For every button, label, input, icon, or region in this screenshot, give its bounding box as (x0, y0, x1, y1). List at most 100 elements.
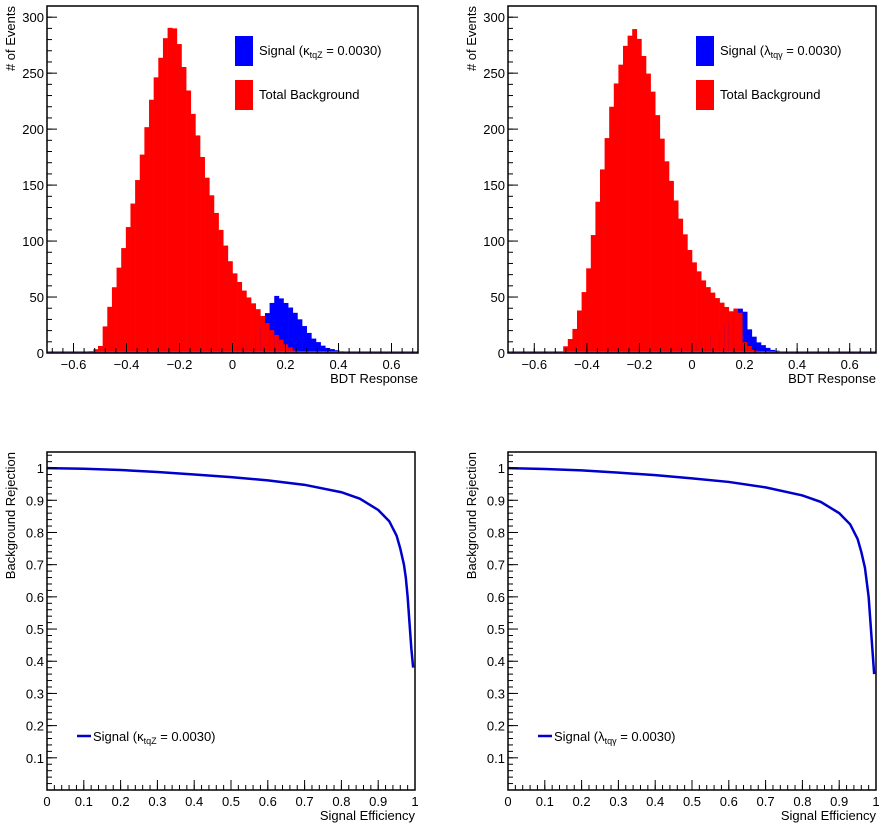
y-tick-label: 200 (22, 122, 44, 137)
legend-value: = 0.0030) (783, 43, 842, 58)
y-tick-label: 0.5 (487, 622, 505, 637)
y-tick-label: 100 (22, 234, 44, 249)
background-bin (135, 180, 141, 353)
panel-bottom-left: Signal (κtqZ = 0.0030)0 0.1 0.2 0.3 0.4 0.5 0.… (3, 451, 419, 823)
signal-bin (747, 329, 753, 353)
legend-name: Signal ( (259, 43, 304, 58)
y-tick-label: 0 (498, 346, 505, 361)
signal-bin (288, 307, 294, 353)
background-bin (604, 138, 610, 353)
x-tick-label: 0 (688, 357, 695, 372)
y-tick-label: 300 (483, 10, 505, 25)
plot-area (508, 29, 876, 354)
roc-curve (507, 466, 876, 675)
background-bin (646, 73, 651, 353)
background-bin (255, 309, 261, 353)
x-axis-label: Signal Efficiency (320, 808, 416, 823)
background-bin (223, 245, 229, 353)
background-bin (149, 99, 154, 353)
background-bin (107, 306, 113, 353)
x-tick-label: −0.4 (574, 357, 600, 372)
background-bin (237, 281, 243, 353)
x-tick-label: 0.9 (369, 794, 387, 809)
background-bin (125, 227, 131, 353)
y-axis-label: Background Rejection (464, 452, 479, 579)
background-bin (111, 287, 117, 353)
background-bin (577, 310, 582, 353)
background-bin (167, 27, 173, 353)
signal-bin (278, 298, 284, 353)
x-axis-label: Signal Efficiency (781, 808, 877, 823)
legend-symbol: κ (137, 729, 144, 744)
y-tick-label: 0.7 (487, 558, 505, 573)
background-bin (641, 55, 647, 354)
panel-bottom-right: Signal (λtqγ = 0.0030)0 0.1 0.2 0.3 0.4 0.5 0.… (464, 451, 880, 823)
y-tick-label: 250 (483, 66, 505, 81)
background-bin (581, 292, 587, 353)
background-bin (288, 347, 294, 353)
background-bin (195, 135, 201, 353)
panel-top-right: Signal (λtqγ = 0.0030) Total Background −0… (464, 5, 877, 386)
x-tick-label: 0.3 (148, 794, 166, 809)
y-tick-label: 0.8 (487, 525, 505, 540)
background-bin (278, 339, 284, 353)
y-tick-label: 0.5 (26, 622, 44, 637)
background-bin (627, 35, 633, 353)
x-tick-label: 0.4 (788, 357, 806, 372)
legend: Signal (λtqγ = 0.0030) Total Background (696, 36, 842, 110)
y-tick-label: 0.4 (487, 654, 505, 669)
x-tick-label: 0.4 (329, 357, 347, 372)
x-tick-label: 0.7 (757, 794, 775, 809)
x-tick-label: 1 (872, 794, 879, 809)
background-bin (650, 91, 656, 353)
y-tick-label: 0.7 (26, 558, 44, 573)
background-bin (260, 316, 266, 353)
plot-area (47, 27, 418, 354)
signal-bin (329, 349, 335, 353)
background-bin (678, 218, 684, 353)
histogram-bins (88, 27, 359, 354)
y-tick-label: 50 (30, 290, 44, 305)
background-bin (623, 45, 628, 354)
legend-label: Signal (κtqZ = 0.0030) (93, 729, 216, 746)
background-bin (600, 169, 605, 353)
signal-bin (297, 319, 303, 353)
y-tick-label: 0.2 (26, 719, 44, 734)
x-tick-label: −0.4 (114, 357, 140, 372)
x-tick-label: 0.9 (830, 794, 848, 809)
background-bin (227, 261, 233, 353)
x-tick-label: 0.6 (382, 357, 400, 372)
legend-value: = 0.0030) (323, 43, 382, 58)
background-bin (609, 106, 615, 353)
legend-label: Signal (κtqZ = 0.0030) (259, 43, 382, 60)
background-bin (102, 326, 108, 353)
background-bin (98, 346, 103, 353)
x-axis-label: BDT Response (788, 371, 876, 386)
background-bin (705, 287, 711, 353)
legend-name: Signal ( (93, 729, 138, 744)
background-bin (264, 323, 270, 353)
x-tick-label: −0.6 (521, 357, 547, 372)
y-axis-label: Background Rejection (3, 452, 18, 579)
x-tick-label: −0.2 (627, 357, 653, 372)
legend-background-swatch (696, 80, 714, 110)
x-tick-label: −0.2 (167, 357, 193, 372)
background-bin (269, 330, 275, 353)
background-bin (696, 271, 702, 353)
x-tick-label: 0.5 (222, 794, 240, 809)
y-tick-label: 100 (483, 234, 505, 249)
background-bin (139, 154, 145, 353)
y-tick-label: 0.6 (487, 590, 505, 605)
x-tick-label: 0.4 (185, 794, 203, 809)
background-bin (567, 339, 573, 353)
y-tick-label: 0.4 (26, 654, 44, 669)
legend-subscript: tqZ (310, 50, 324, 60)
background-bin (710, 292, 716, 353)
background-bin (93, 349, 99, 353)
y-tick-label: 0.1 (26, 751, 44, 766)
signal-bin (742, 311, 748, 353)
background-bin (144, 127, 150, 353)
signal-bin (274, 295, 280, 353)
